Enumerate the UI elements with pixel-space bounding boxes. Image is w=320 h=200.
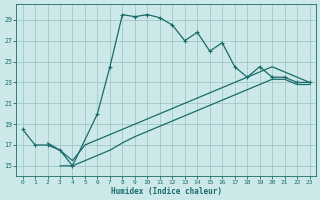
X-axis label: Humidex (Indice chaleur): Humidex (Indice chaleur): [111, 187, 221, 196]
